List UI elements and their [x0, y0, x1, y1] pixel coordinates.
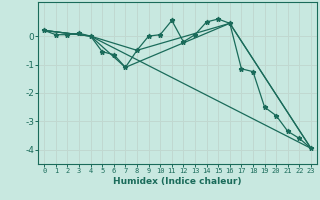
X-axis label: Humidex (Indice chaleur): Humidex (Indice chaleur): [113, 177, 242, 186]
